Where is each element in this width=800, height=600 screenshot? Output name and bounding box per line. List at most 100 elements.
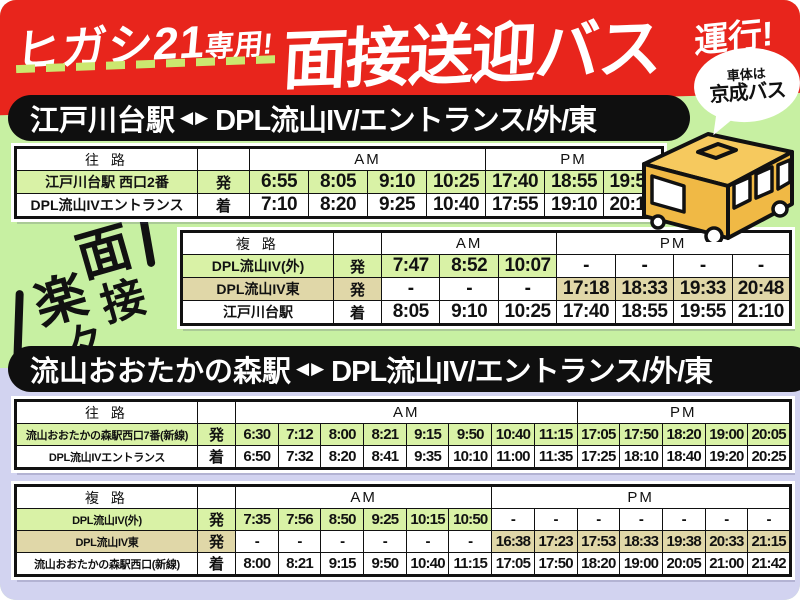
time-cell: 8:00 xyxy=(320,423,365,446)
am-header: AM xyxy=(234,485,493,509)
time-cell: 18:20 xyxy=(576,552,621,576)
timetable-edogawadai-outbound: 往 路 AM PM 江戸川台駅 西口2番発 6:55 8:05 9:10 10:25 17:40… xyxy=(14,146,664,219)
station-label: DPL流山IV(外) xyxy=(15,508,198,531)
time-cell: - xyxy=(673,254,733,278)
bus-illustration xyxy=(642,132,794,242)
station-label: 江戸川台駅 西口2番 xyxy=(15,170,198,194)
time-cell: 19:20 xyxy=(704,445,749,469)
time-cell: 19:00 xyxy=(704,423,749,446)
time-cell: 7:10 xyxy=(249,193,309,218)
time-cell: - xyxy=(380,277,441,301)
time-cell: 8:21 xyxy=(277,552,322,576)
timetable-row: 江戸川台駅 西口2番発 6:55 8:05 9:10 10:25 17:40 18:55 19… xyxy=(15,170,663,194)
time-cell: 18:55 xyxy=(614,300,675,325)
time-cell: 7:12 xyxy=(277,423,322,446)
time-cell: - xyxy=(731,254,792,278)
time-cell: 8:20 xyxy=(320,445,365,469)
dep-arr-cell: 着 xyxy=(197,193,250,218)
time-cell: 9:15 xyxy=(405,423,450,446)
dep-arr-cell: 着 xyxy=(333,300,382,325)
time-cell: - xyxy=(320,530,365,553)
empty-header-cell xyxy=(197,485,236,509)
time-cell: - xyxy=(439,277,499,301)
time-cell: 20:05 xyxy=(661,552,706,576)
time-cell: 20:25 xyxy=(747,445,791,469)
time-cell: - xyxy=(363,530,407,553)
dep-arr-cell: 発 xyxy=(333,254,382,278)
time-cell: 10:40 xyxy=(491,423,535,446)
dep-arr-cell: 着 xyxy=(197,552,236,576)
timetable-otakanomori-return: 複 路 AM PM DPL流山IV(外) 発 7:35 7:56 8:50 9:25 10:15 1… xyxy=(14,484,792,577)
time-cell: 8:20 xyxy=(308,193,368,218)
time-cell: 9:50 xyxy=(448,423,493,446)
banner-destination: DPL流山IV/エントランス/外/東 xyxy=(331,356,713,388)
pm-header: PM xyxy=(576,400,791,424)
dep-arr-cell: 発 xyxy=(197,530,236,553)
time-cell: 20:33 xyxy=(704,530,749,553)
timetable-header-row: 往 路 AM PM xyxy=(15,147,663,171)
time-cell: 19:38 xyxy=(661,530,706,553)
time-cell: - xyxy=(704,508,749,531)
am-header: AM xyxy=(249,147,486,171)
station-label: DPL流山IVエントランス xyxy=(15,445,198,469)
station-label: DPL流山IV(外) xyxy=(181,254,334,278)
time-cell: 7:35 xyxy=(235,508,279,531)
banner-destination: DPL流山IV/エントランス/外/東 xyxy=(215,105,597,137)
time-cell: 19:33 xyxy=(673,277,733,301)
time-cell: 6:30 xyxy=(235,423,279,446)
time-cell: - xyxy=(497,277,558,301)
time-cell: 18:20 xyxy=(661,423,706,446)
time-cell: 17:55 xyxy=(485,193,545,218)
route-direction-label: 複 路 xyxy=(15,485,198,509)
time-cell: 17:25 xyxy=(576,445,621,469)
both-ways-arrows-icon: ◀▶ xyxy=(180,108,211,127)
station-label: DPL流山IVエントランス xyxy=(15,193,198,218)
time-cell: 19:55 xyxy=(673,300,733,325)
time-cell: - xyxy=(491,508,535,531)
empty-header-cell xyxy=(197,147,250,171)
time-cell: 11:15 xyxy=(533,423,578,446)
timetable-header-row: 往 路 AM PM xyxy=(15,400,791,424)
time-cell: 21:42 xyxy=(747,552,791,576)
time-cell: 17:05 xyxy=(576,423,621,446)
route-direction-label: 往 路 xyxy=(15,147,198,171)
time-cell: 20:05 xyxy=(747,423,791,446)
station-label: 流山おおたかの森駅西口(新線) xyxy=(15,552,198,576)
timetable-row: DPL流山IV東発 - - - - - -16:38 17:23 17:53 18:33 19:38… xyxy=(15,530,791,553)
time-cell: 21:10 xyxy=(731,300,792,325)
time-cell: 8:00 xyxy=(235,552,279,576)
time-cell: 19:10 xyxy=(544,193,604,218)
timetable-otakanomori-outbound: 往 路 AM PM 流山おおたかの森駅西口7番(新線) 発 6:30 7:12 8:00 8:2… xyxy=(14,399,792,470)
timetable-row: 流山おおたかの森駅西口(新線) 着 8:00 8:21 9:15 9:50 10:40 11:… xyxy=(15,552,791,576)
time-cell: 9:50 xyxy=(363,552,407,576)
time-cell: 6:55 xyxy=(249,170,309,194)
am-header: AM xyxy=(235,400,578,424)
time-cell: 18:40 xyxy=(661,445,706,469)
time-cell: 8:21 xyxy=(363,423,407,446)
page-title: 面接送迎バス xyxy=(280,11,663,98)
time-cell: 17:18 xyxy=(556,277,616,301)
time-cell: 17:53 xyxy=(576,530,621,553)
time-cell: 9:10 xyxy=(367,170,427,194)
dep-arr-cell: 発 xyxy=(333,277,382,301)
dep-arr-cell: 発 xyxy=(197,423,236,446)
time-cell: 8:05 xyxy=(308,170,368,194)
timetable-header-row: 複 路 AM PM xyxy=(15,485,791,509)
time-cell: 11:15 xyxy=(448,552,493,576)
bubble-line-2: 京成バス xyxy=(708,78,787,107)
time-cell: 10:15 xyxy=(405,508,450,531)
time-cell: - xyxy=(235,530,279,553)
time-cell: 18:55 xyxy=(544,170,604,194)
time-cell: 10:25 xyxy=(426,170,486,194)
time-cell: 8:05 xyxy=(380,300,441,325)
banner-station: 流山おおたかの森駅 xyxy=(30,356,292,388)
time-cell: 10:40 xyxy=(405,552,450,576)
time-cell: 18:33 xyxy=(614,277,675,301)
time-cell: 9:25 xyxy=(363,508,407,531)
time-cell: 9:15 xyxy=(320,552,365,576)
time-cell: 10:40 xyxy=(426,193,486,218)
time-cell: - xyxy=(661,508,706,531)
time-cell: 7:56 xyxy=(277,508,322,531)
empty-header-cell xyxy=(333,231,382,255)
